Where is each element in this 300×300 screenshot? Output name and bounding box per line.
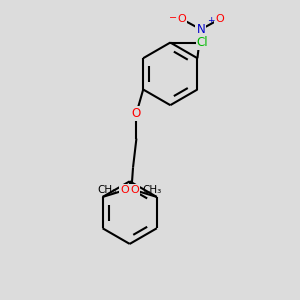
Text: O: O (127, 184, 136, 197)
Text: Cl: Cl (196, 36, 208, 49)
Text: CH₃: CH₃ (142, 185, 162, 195)
Text: +: + (207, 16, 215, 26)
Text: O: O (130, 185, 139, 195)
Text: CH₃: CH₃ (98, 185, 117, 195)
Text: O: O (178, 14, 187, 24)
Text: N: N (196, 23, 205, 36)
Text: −: − (169, 13, 177, 22)
Text: O: O (120, 185, 129, 195)
Text: O: O (215, 14, 224, 24)
Text: O: O (132, 107, 141, 120)
